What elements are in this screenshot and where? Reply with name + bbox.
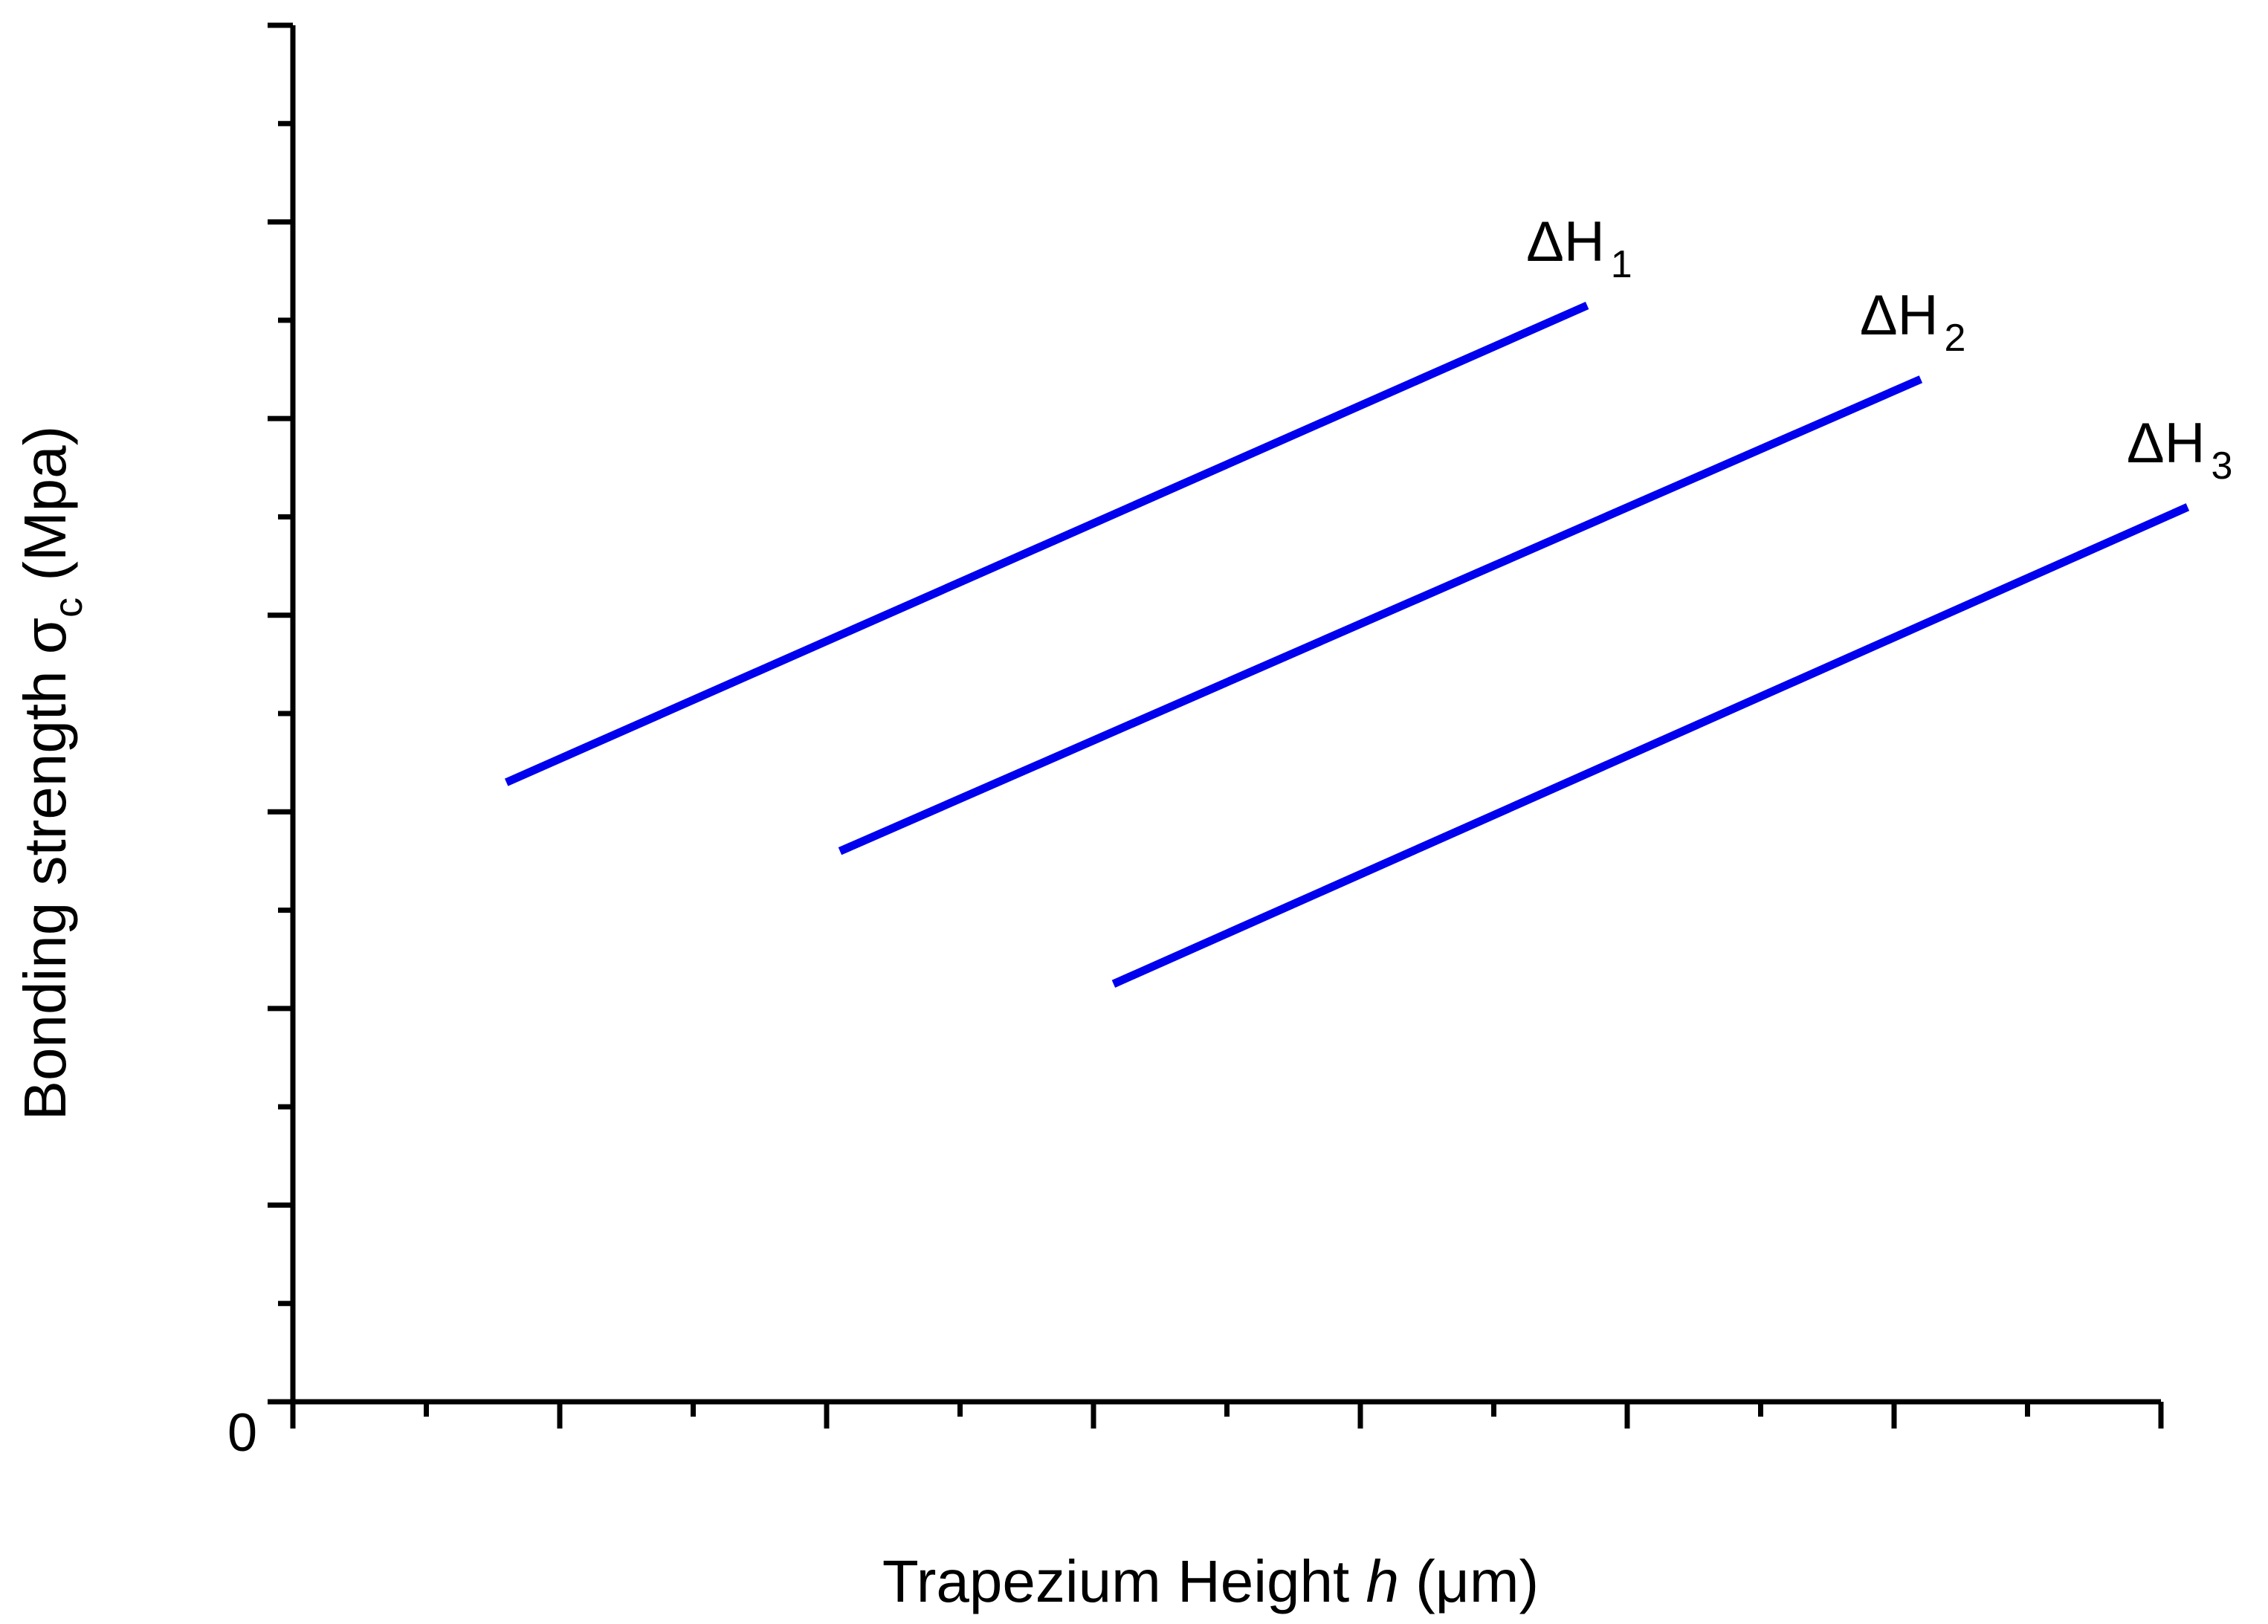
origin-tick-label: 0 (227, 1403, 257, 1463)
series-labels: ΔH 1ΔH 2ΔH 3 (1526, 210, 2232, 488)
series-label-3: ΔH 3 (2127, 412, 2233, 488)
y-axis-label-unit: (Mpa) (12, 426, 78, 598)
x-axis-label-variable: h (1366, 1548, 1399, 1614)
y-axis-label-main: Bonding strength σ (12, 618, 78, 1120)
series-label-main: ΔH (2127, 412, 2206, 475)
series-label-main: ΔH (1526, 210, 1605, 274)
x-axis-label-main: Trapezium Height (882, 1548, 1366, 1614)
series-label-main: ΔH (1860, 284, 1939, 347)
x-axis-label: Trapezium Height h (μm) (882, 1548, 1539, 1614)
series-label-subscript: 3 (2212, 444, 2233, 488)
series-group (504, 301, 2190, 988)
series-label-1: ΔH 1 (1526, 210, 1632, 286)
y-axis-label: Bonding strength σc (Mpa) (12, 426, 91, 1121)
series-line-3 (1111, 503, 2190, 988)
series-label-2: ΔH 2 (1860, 284, 1966, 360)
series-label-subscript: 2 (1945, 317, 1966, 360)
ticks (268, 22, 2164, 1429)
y-axis-label-subscript: c (46, 598, 91, 618)
series-line-1 (504, 301, 1589, 786)
series-label-subscript: 1 (1611, 243, 1632, 286)
x-axis-label-unit: (μm) (1399, 1548, 1539, 1614)
series-line-2 (838, 375, 1923, 855)
